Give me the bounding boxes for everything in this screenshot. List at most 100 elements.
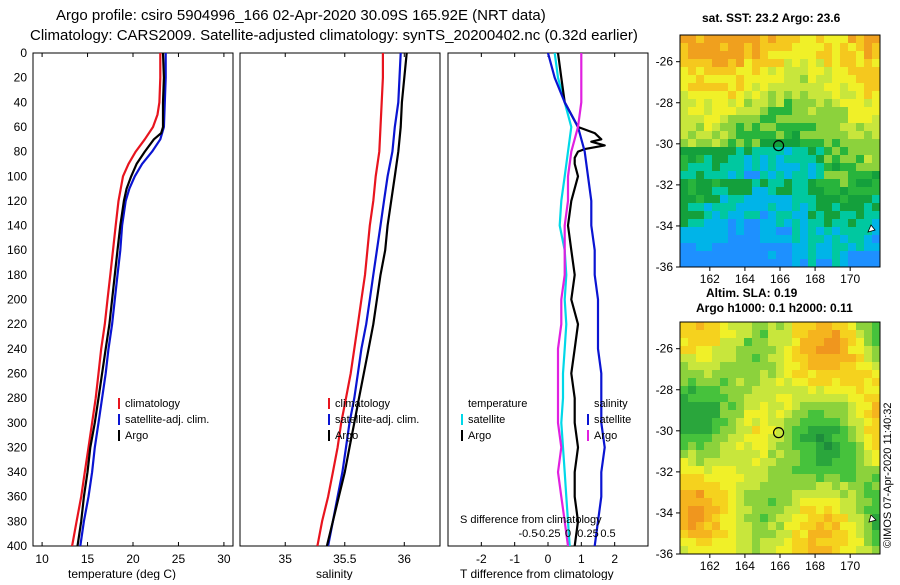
map-cell	[840, 354, 848, 362]
map-cell	[688, 506, 696, 514]
map-cell	[688, 131, 696, 139]
map-cell	[840, 330, 848, 338]
map-cell	[848, 227, 856, 235]
map-cell	[760, 322, 768, 330]
map-cell	[808, 83, 816, 91]
map-cell	[704, 235, 712, 243]
map-cell	[776, 75, 784, 83]
map-cell	[704, 402, 712, 410]
map-cell	[824, 203, 832, 211]
map-cell	[808, 139, 816, 147]
map-cell	[848, 354, 856, 362]
x-tick-label: 35	[279, 552, 293, 566]
map-cell	[808, 322, 816, 330]
map-cell	[768, 99, 776, 107]
map-cell	[728, 330, 736, 338]
map-cell	[808, 482, 816, 490]
map-cell	[720, 426, 728, 434]
map-cell	[800, 195, 808, 203]
map-cell	[696, 506, 704, 514]
map-cell	[736, 426, 744, 434]
map-cell	[872, 43, 880, 51]
map-cell	[856, 211, 864, 219]
map-cell	[760, 219, 768, 227]
map-cell	[760, 51, 768, 59]
map-cell	[736, 530, 744, 538]
map-cell	[840, 83, 848, 91]
map-cell	[808, 155, 816, 163]
map-x-tick-label: 168	[805, 559, 825, 573]
map-y-tick-label: -36	[656, 547, 674, 561]
map-cell	[792, 466, 800, 474]
map-cell	[784, 402, 792, 410]
map-cell	[752, 99, 760, 107]
map-cell	[736, 394, 744, 402]
map-cell	[832, 434, 840, 442]
map-cell	[800, 203, 808, 211]
map-cell	[848, 107, 856, 115]
map-cell	[832, 538, 840, 546]
map-cell	[704, 506, 712, 514]
map-cell	[864, 474, 872, 482]
map-cell	[712, 139, 720, 147]
map-cell	[816, 474, 824, 482]
map-cell	[776, 410, 784, 418]
map-cell	[752, 155, 760, 163]
map-cell	[712, 43, 720, 51]
map-cell	[744, 139, 752, 147]
map-cell	[752, 490, 760, 498]
map-cell	[784, 354, 792, 362]
map-cell	[752, 43, 760, 51]
map-cell	[784, 546, 792, 554]
map-cell	[680, 259, 688, 267]
depth-tick-label: 80	[14, 145, 28, 159]
map-cell	[768, 131, 776, 139]
map-cell	[760, 410, 768, 418]
map-cell	[816, 75, 824, 83]
map-cell	[720, 251, 728, 259]
map-cell	[808, 59, 816, 67]
map-cell	[792, 187, 800, 195]
map-cell	[800, 514, 808, 522]
map-cell	[824, 91, 832, 99]
map-cell	[816, 338, 824, 346]
map-cell	[688, 442, 696, 450]
map-cell	[840, 378, 848, 386]
map-cell	[800, 227, 808, 235]
map-cell	[848, 91, 856, 99]
map-cell	[744, 83, 752, 91]
map-cell	[728, 187, 736, 195]
map-cell	[832, 147, 840, 155]
map-cell	[744, 418, 752, 426]
map-cell	[704, 219, 712, 227]
map-cell	[784, 482, 792, 490]
map-cell	[696, 243, 704, 251]
map-cell	[688, 195, 696, 203]
map-cell	[712, 99, 720, 107]
map-cell	[736, 235, 744, 243]
map-cell	[776, 362, 784, 370]
map-cell	[848, 123, 856, 131]
map-cell	[832, 67, 840, 75]
map-cell	[824, 354, 832, 362]
map-cell	[848, 434, 856, 442]
map-cell	[752, 346, 760, 354]
map-cell	[832, 322, 840, 330]
temperature-xlabel: temperature (deg C)	[68, 567, 176, 580]
map-cell	[816, 418, 824, 426]
map-cell	[704, 498, 712, 506]
salinity-argo-line	[556, 53, 583, 546]
map-cell	[776, 67, 784, 75]
map-cell	[752, 362, 760, 370]
map-cell	[728, 43, 736, 51]
map-cell	[704, 490, 712, 498]
map-cell	[856, 434, 864, 442]
map-cell	[696, 251, 704, 259]
temperature-satellite-line	[553, 53, 573, 546]
map-cell	[744, 243, 752, 251]
map-cell	[816, 59, 824, 67]
map-cell	[744, 251, 752, 259]
map-cell	[728, 354, 736, 362]
temperature-x-ticks: 10 15 20 25 30	[35, 53, 231, 566]
map-cell	[784, 155, 792, 163]
